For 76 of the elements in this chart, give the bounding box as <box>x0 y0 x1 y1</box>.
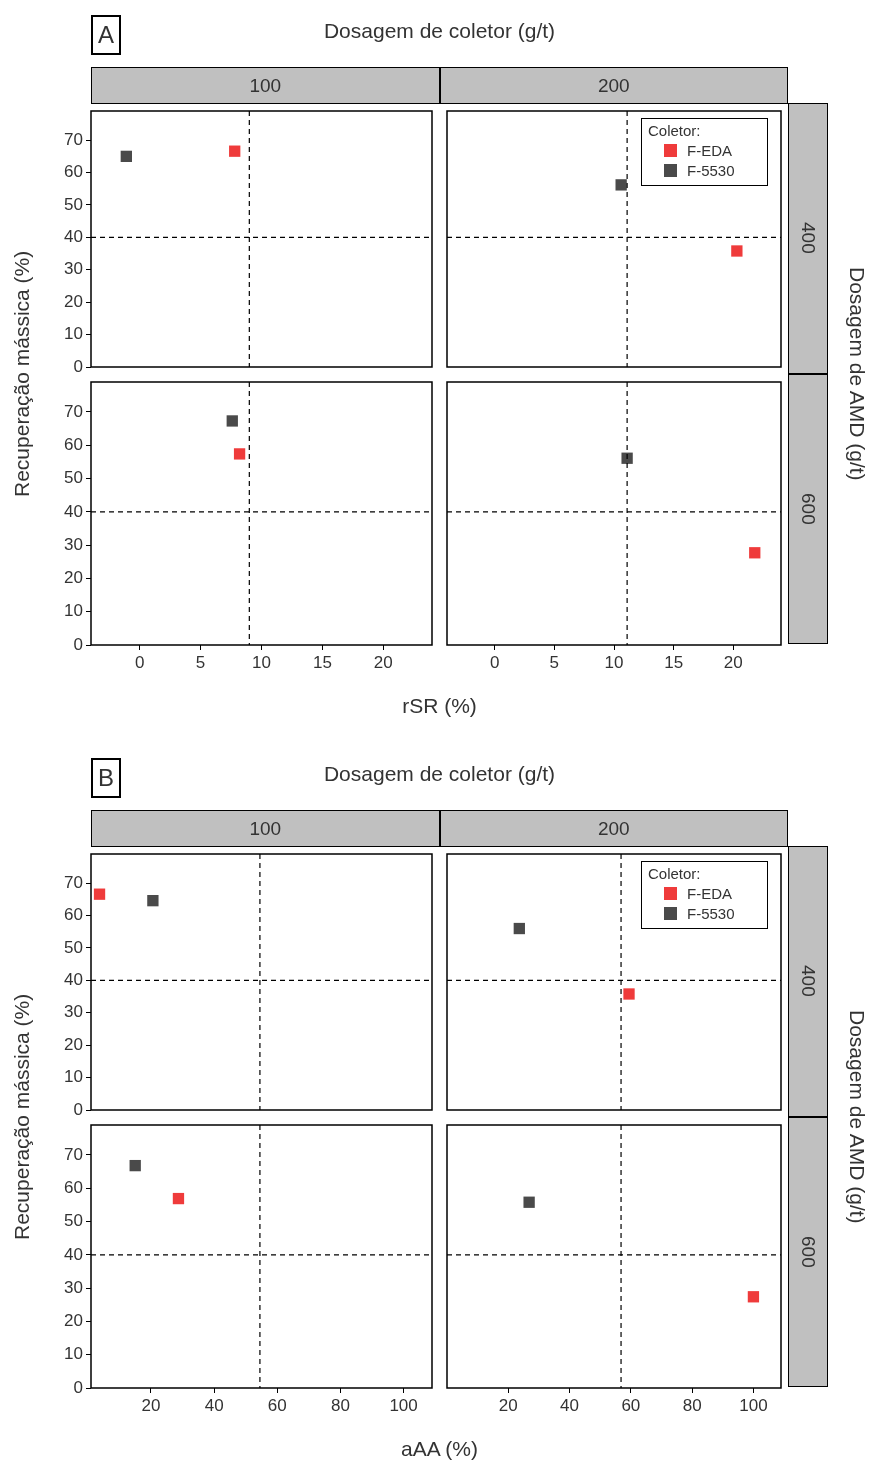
y-tick-label: 70 <box>64 872 83 892</box>
x-tick-label: 20 <box>723 652 743 672</box>
y-tick-label: 30 <box>64 1277 83 1297</box>
x-tick-label: 10 <box>604 652 623 672</box>
y-tick-label: 40 <box>64 970 83 990</box>
y-tick-label: 60 <box>64 905 83 925</box>
y-tick-label: 10 <box>64 600 83 620</box>
y-tick-label: 50 <box>64 194 83 214</box>
legend-label: F-5530 <box>687 162 735 179</box>
x-tick-label: 80 <box>682 1395 702 1415</box>
y-tick-label: 20 <box>64 291 83 311</box>
x-tick-label: 40 <box>559 1395 579 1415</box>
y-tick-label: 0 <box>73 356 83 376</box>
text: Dosagem de coletor (g/t) <box>323 762 556 785</box>
y2-axis-title: 600 <box>797 1235 819 1268</box>
y2-axis-title: 600 <box>797 492 819 525</box>
y-tick-label: 50 <box>64 937 83 957</box>
x-tick-label: 10 <box>252 652 271 672</box>
y-tick-label: 0 <box>73 1099 83 1119</box>
y-tick-label: 20 <box>64 1310 83 1330</box>
y-tick-label: 60 <box>64 162 83 182</box>
y-tick-label: 40 <box>64 1244 83 1264</box>
y-tick-label: 30 <box>64 1002 83 1022</box>
y-tick-label: 10 <box>64 324 83 344</box>
chart-title: 100 <box>91 810 440 847</box>
x-tick-label: 40 <box>204 1395 224 1415</box>
y2-axis-title: 400 <box>797 965 819 998</box>
chart-title: 100 <box>91 67 440 104</box>
y-tick-label: 50 <box>64 467 83 487</box>
y-tick-label: 10 <box>64 1343 83 1363</box>
x-tick-label: 60 <box>267 1395 287 1415</box>
legend-title: Coletor: <box>648 122 702 139</box>
x-tick-label: 20 <box>373 652 393 672</box>
text: Dosagem de AMD (g/t) <box>845 1008 869 1226</box>
legend-label: F-5530 <box>687 905 735 922</box>
text: Dosagem de coletor (g/t) <box>323 19 556 42</box>
y-tick-label: 20 <box>64 1034 83 1054</box>
y-tick-label: 40 <box>64 227 83 247</box>
x-tick-label: 20 <box>141 1395 161 1415</box>
y-axis-title: Recuperação mássica (%) <box>10 992 34 1242</box>
y2-axis-title: 400 <box>797 222 819 255</box>
x-tick-label: 0 <box>134 652 145 672</box>
y-tick-label: 60 <box>64 434 83 454</box>
legend-label: F-EDA <box>687 885 732 902</box>
y-axis-title: Recuperação mássica (%) <box>10 249 34 499</box>
x-tick-label: 100 <box>738 1395 768 1415</box>
x-axis-title: aAA (%) <box>400 1437 479 1461</box>
x-tick-label: 5 <box>549 652 559 672</box>
y-tick-label: 70 <box>64 401 83 421</box>
legend-title: Coletor: <box>648 865 702 882</box>
chart-title: 200 <box>439 810 788 847</box>
y-tick-label: 40 <box>64 501 83 521</box>
x-tick-label: 20 <box>498 1395 518 1415</box>
x-tick-label: 5 <box>195 652 206 672</box>
text: B <box>91 758 122 798</box>
y-tick-label: 30 <box>64 259 83 279</box>
chart-title: 200 <box>439 67 788 104</box>
text: Dosagem de AMD (g/t) <box>845 265 869 483</box>
y-tick-label: 60 <box>64 1177 83 1197</box>
x-tick-label: 15 <box>312 652 332 672</box>
y-tick-label: 0 <box>73 1377 83 1397</box>
x-tick-label: 0 <box>489 652 499 672</box>
y-tick-label: 70 <box>64 129 83 149</box>
y-tick-label: 10 <box>64 1067 83 1087</box>
y-tick-label: 30 <box>64 534 83 554</box>
text: A <box>91 15 122 55</box>
x-tick-label: 60 <box>620 1395 640 1415</box>
y-tick-label: 0 <box>73 634 83 654</box>
y-tick-label: 20 <box>64 567 83 587</box>
x-tick-label: 100 <box>389 1395 418 1415</box>
y-tick-label: 70 <box>64 1144 83 1164</box>
x-axis-title: rSR (%) <box>401 694 478 718</box>
x-tick-label: 15 <box>663 652 683 672</box>
x-tick-label: 80 <box>330 1395 350 1415</box>
y-tick-label: 50 <box>64 1210 83 1230</box>
legend-label: F-EDA <box>687 142 732 159</box>
